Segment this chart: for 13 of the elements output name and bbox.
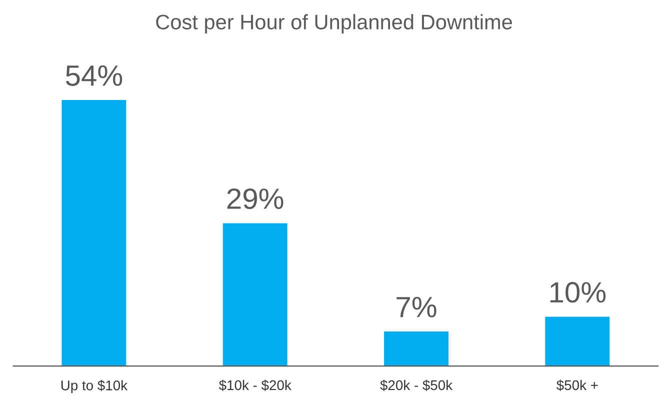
data-label: 54% — [66, 65, 122, 86]
bar — [545, 316, 610, 366]
data-label: 29% — [227, 188, 284, 210]
x-tick-label: Up to $10k — [61, 380, 128, 394]
bar — [384, 332, 448, 366]
bar — [62, 100, 126, 366]
data-label: 7% — [396, 296, 436, 318]
bar — [222, 223, 288, 366]
x-tick-label: $20k - $50k — [380, 380, 453, 391]
x-tick-label: $50k + — [556, 380, 598, 391]
chart-title: Cost per Hour of Unplanned Downtime — [156, 14, 512, 34]
x-tick-label: $10k - $20k — [218, 380, 292, 391]
data-label: 10% — [550, 282, 606, 303]
